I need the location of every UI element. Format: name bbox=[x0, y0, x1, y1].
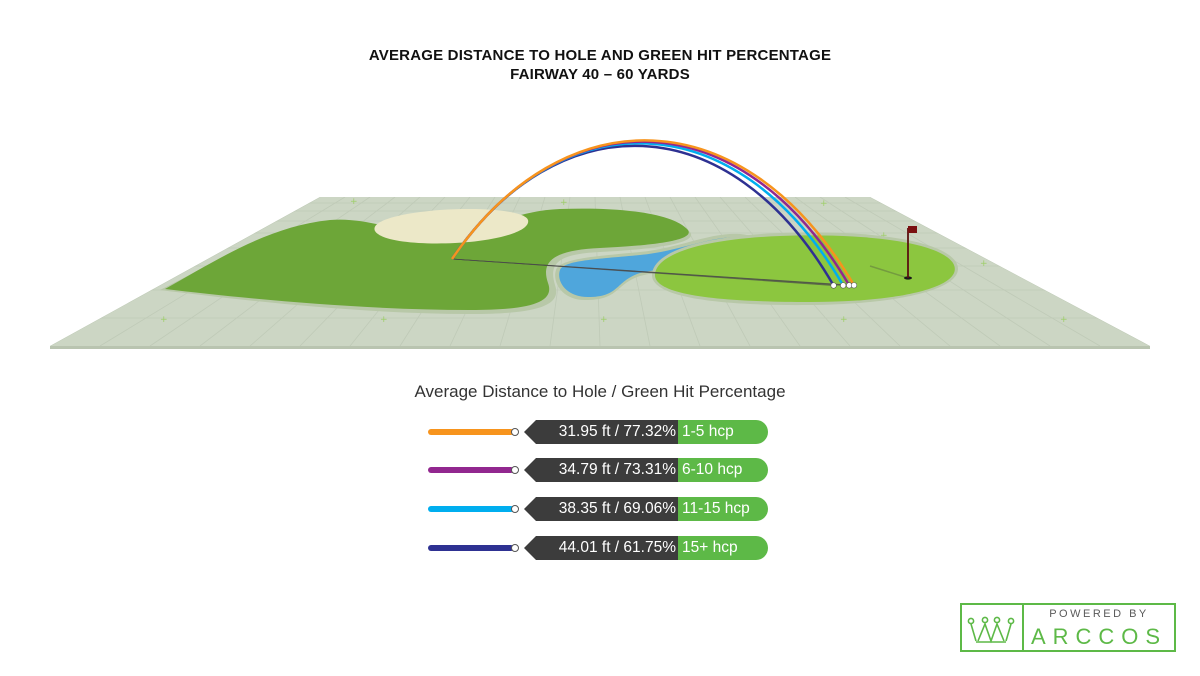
logo-powered-by: POWERED BY bbox=[1049, 608, 1149, 620]
flag bbox=[908, 226, 917, 233]
svg-text:+: + bbox=[350, 197, 358, 207]
stats-tag bbox=[524, 458, 678, 482]
shot-trajectories bbox=[450, 139, 858, 289]
svg-text:+: + bbox=[820, 199, 828, 209]
arccos-logo: POWERED BY ARCCOS bbox=[960, 603, 1176, 652]
putting-green bbox=[654, 235, 955, 302]
stats-tag bbox=[524, 420, 678, 444]
svg-text:+: + bbox=[380, 315, 388, 325]
svg-text:+: + bbox=[980, 259, 988, 269]
landing-point bbox=[840, 282, 847, 289]
legend-title: Average Distance to Hole / Green Hit Per… bbox=[414, 382, 786, 401]
legend-row: 34.79 ft / 73.31% 6-10 hcp bbox=[428, 458, 770, 482]
svg-text:+: + bbox=[160, 315, 168, 325]
chart-subtitle: FAIRWAY 40 – 60 YARDS bbox=[510, 66, 690, 83]
svg-text:+: + bbox=[600, 315, 608, 325]
svg-text:+: + bbox=[840, 315, 848, 325]
shot-arc-1-5-hcp bbox=[450, 139, 856, 286]
stats-tag bbox=[524, 497, 678, 521]
logo-wordmark: ARCCOS bbox=[1030, 624, 1168, 649]
shot-ground-line bbox=[451, 258, 855, 286]
series-swatch-dot bbox=[511, 505, 519, 513]
svg-text:+: + bbox=[880, 231, 888, 241]
legend-row: 38.35 ft / 69.06% 11-15 hcp bbox=[428, 497, 770, 521]
svg-text:+: + bbox=[560, 198, 568, 208]
stats-label: 31.95 ft / 77.32% bbox=[558, 423, 676, 440]
series-swatch-dot bbox=[511, 544, 519, 552]
stats-label: 38.35 ft / 69.06% bbox=[558, 500, 676, 517]
series-swatch-line bbox=[428, 506, 514, 512]
chart-title: AVERAGE DISTANCE TO HOLE AND GREEN HIT P… bbox=[368, 47, 832, 64]
landing-point bbox=[830, 282, 837, 289]
stats-label: 44.01 ft / 61.75% bbox=[558, 539, 676, 556]
fairway bbox=[165, 208, 689, 310]
legend-row: 44.01 ft / 61.75% 15+ hcp bbox=[428, 536, 770, 560]
series-swatch-line bbox=[428, 429, 514, 435]
hcp-label: 11-15 hcp bbox=[678, 497, 768, 521]
flagstick-shadow bbox=[869, 265, 909, 279]
bunker bbox=[374, 209, 529, 244]
svg-text:+: + bbox=[1060, 315, 1068, 325]
series-swatch-line bbox=[428, 467, 514, 473]
legend-row: 31.95 ft / 77.32% 1-5 hcp bbox=[428, 420, 770, 444]
golf-hole-illustration: ++++++++++++ bbox=[50, 139, 1150, 349]
hcp-label: 15+ hcp bbox=[678, 536, 768, 560]
series-swatch-dot bbox=[511, 466, 519, 474]
hcp-label: 1-5 hcp bbox=[678, 420, 768, 444]
series-swatch-dot bbox=[511, 428, 519, 436]
hcp-label: 6-10 hcp bbox=[678, 458, 768, 482]
landing-point bbox=[850, 282, 858, 289]
series-swatch-line bbox=[428, 545, 514, 551]
shot-ground-lines bbox=[451, 258, 855, 286]
crown-icon bbox=[962, 605, 1024, 650]
stats-tag bbox=[524, 536, 678, 560]
stats-label: 34.79 ft / 73.31% bbox=[558, 461, 676, 478]
ground-plane-edge bbox=[50, 346, 1150, 349]
